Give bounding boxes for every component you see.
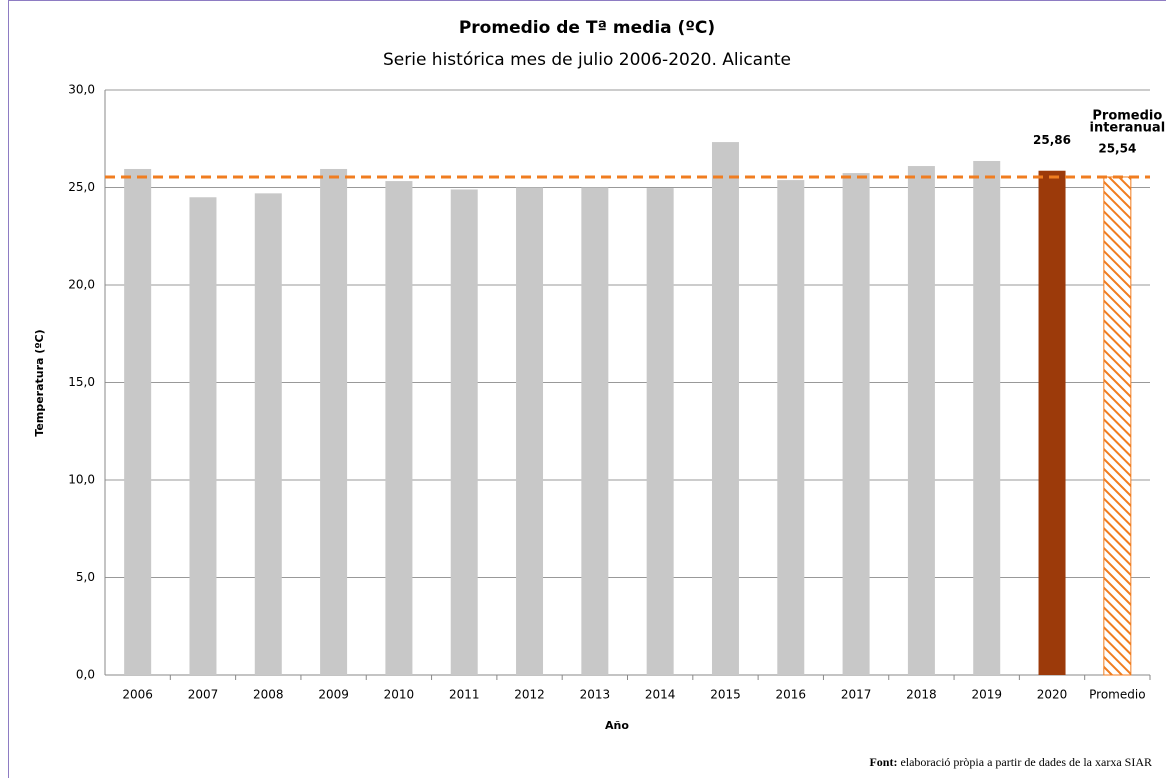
x-tick-label: 2009 [318,688,349,702]
source-text: elaboració pròpia a partir de dades de l… [900,755,1152,769]
bar [255,193,282,675]
bar [581,188,608,676]
y-tick-label: 30,0 [68,83,95,97]
x-tick-label: 2008 [253,688,284,702]
annotation: interanual [1090,121,1166,136]
x-tick-label: 2014 [645,688,676,702]
x-tick-label: 2017 [841,688,872,702]
y-tick-label: 15,0 [68,375,95,389]
bar [777,180,804,675]
chart-subtitle: Serie histórica mes de julio 2006-2020. … [383,50,791,70]
y-tick-label: 25,0 [68,180,95,194]
y-tick-label: 5,0 [76,570,95,584]
bar [647,188,674,675]
bar [1039,171,1066,675]
bar [712,142,739,675]
x-tick-label: 2013 [580,688,611,702]
bar [516,188,543,676]
y-axis-label: Temperatura (ºC) [33,329,46,436]
bar [1104,177,1131,675]
x-tick-label: 2018 [906,688,937,702]
source-note: Font: elaboració pròpia a partir de dade… [869,755,1152,769]
data-label: 25,54 [1098,141,1136,155]
bar [451,189,478,675]
bar [843,173,870,675]
bar [189,197,216,675]
x-tick-label: Promedio [1089,688,1145,702]
x-axis-label: Año [605,719,629,732]
y-tick-label: 10,0 [68,473,95,487]
x-tick-label: 2019 [971,688,1002,702]
x-tick-label: 2016 [776,688,807,702]
chart-title: Promedio de Tª media (ºC) [459,18,715,38]
x-tick-label: 2011 [449,688,480,702]
x-tick-label: 2006 [122,688,153,702]
y-tick-label: 0,0 [76,668,95,682]
data-label: 25,86 [1033,133,1071,147]
x-tick-label: 2012 [514,688,545,702]
x-tick-label: 2020 [1037,688,1068,702]
x-tick-label: 2007 [188,688,219,702]
y-tick-label: 20,0 [68,278,95,292]
x-tick-label: 2015 [710,688,741,702]
bar [385,181,412,675]
bar [908,166,935,675]
bar [320,169,347,675]
x-tick-label: 2010 [384,688,415,702]
source-label: Font: [869,755,897,769]
bar [124,169,151,675]
bar [973,161,1000,675]
